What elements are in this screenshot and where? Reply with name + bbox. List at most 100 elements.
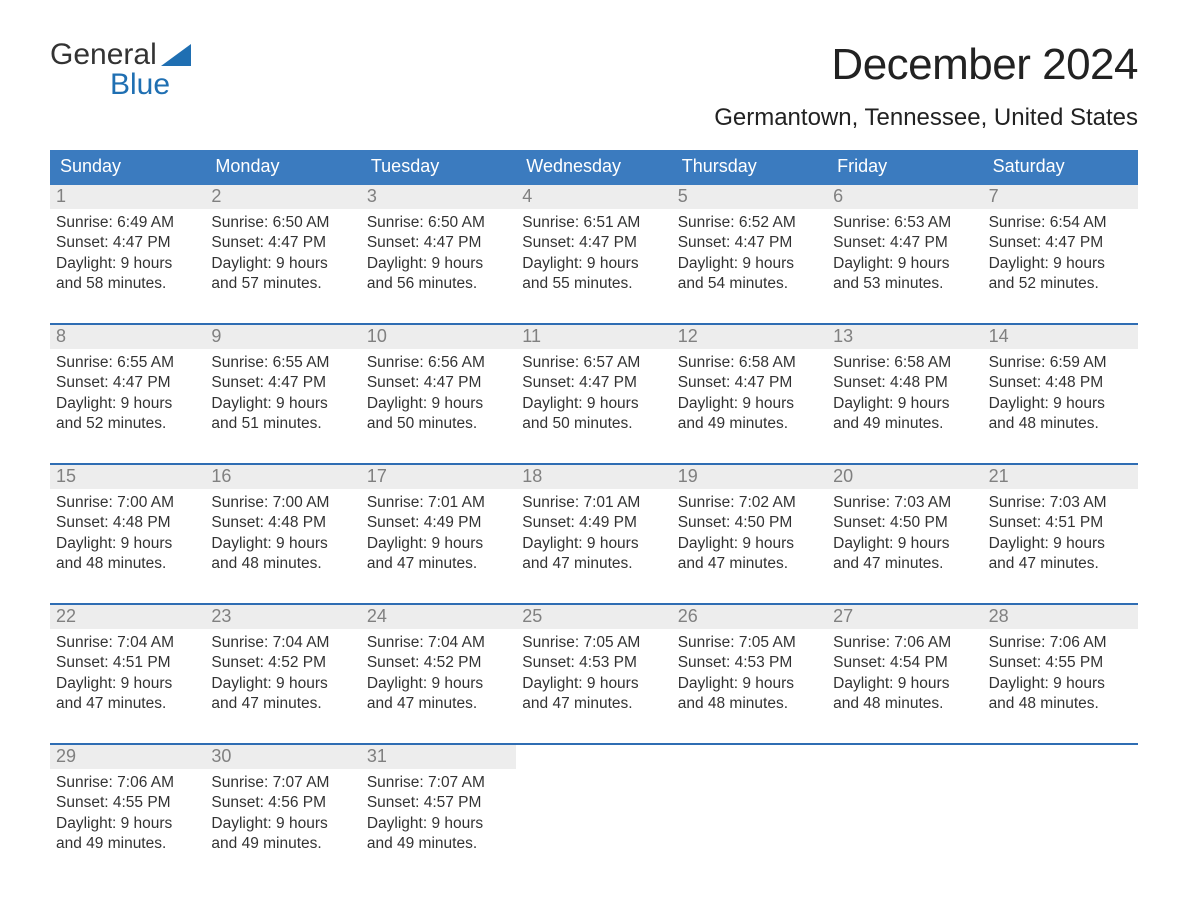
sunrise-text: Sunrise: 7:01 AM bbox=[522, 493, 665, 513]
sunrise-text: Sunrise: 6:50 AM bbox=[211, 213, 354, 233]
daylight-line1: Daylight: 9 hours bbox=[522, 674, 665, 694]
sunset-text: Sunset: 4:49 PM bbox=[522, 513, 665, 533]
day-details: Sunrise: 6:52 AMSunset: 4:47 PMDaylight:… bbox=[672, 209, 827, 301]
day-number: 28 bbox=[983, 605, 1138, 629]
day-number: 22 bbox=[50, 605, 205, 629]
day-number: 23 bbox=[205, 605, 360, 629]
sunrise-text: Sunrise: 6:53 AM bbox=[833, 213, 976, 233]
daylight-line1: Daylight: 9 hours bbox=[367, 254, 510, 274]
day-details: Sunrise: 7:05 AMSunset: 4:53 PMDaylight:… bbox=[516, 629, 671, 721]
sunset-text: Sunset: 4:49 PM bbox=[367, 513, 510, 533]
daylight-line2: and 50 minutes. bbox=[367, 414, 510, 434]
title-block: December 2024 Germantown, Tennessee, Uni… bbox=[714, 40, 1138, 132]
sunset-text: Sunset: 4:51 PM bbox=[989, 513, 1132, 533]
daylight-line1: Daylight: 9 hours bbox=[56, 254, 199, 274]
sunset-text: Sunset: 4:48 PM bbox=[833, 373, 976, 393]
sunrise-text: Sunrise: 7:07 AM bbox=[211, 773, 354, 793]
calendar-day: 23Sunrise: 7:04 AMSunset: 4:52 PMDayligh… bbox=[205, 605, 360, 725]
day-number: 11 bbox=[516, 325, 671, 349]
sunrise-text: Sunrise: 7:01 AM bbox=[367, 493, 510, 513]
calendar-day: 22Sunrise: 7:04 AMSunset: 4:51 PMDayligh… bbox=[50, 605, 205, 725]
day-number: 7 bbox=[983, 185, 1138, 209]
day-details: Sunrise: 7:04 AMSunset: 4:52 PMDaylight:… bbox=[361, 629, 516, 721]
daylight-line2: and 51 minutes. bbox=[211, 414, 354, 434]
day-number: 13 bbox=[827, 325, 982, 349]
sunrise-text: Sunrise: 7:04 AM bbox=[56, 633, 199, 653]
day-of-week-header: Sunday Monday Tuesday Wednesday Thursday… bbox=[50, 150, 1138, 185]
calendar-day: 11Sunrise: 6:57 AMSunset: 4:47 PMDayligh… bbox=[516, 325, 671, 445]
daylight-line2: and 57 minutes. bbox=[211, 274, 354, 294]
sunrise-text: Sunrise: 6:54 AM bbox=[989, 213, 1132, 233]
sunset-text: Sunset: 4:47 PM bbox=[522, 233, 665, 253]
calendar-day: 9Sunrise: 6:55 AMSunset: 4:47 PMDaylight… bbox=[205, 325, 360, 445]
day-number: 5 bbox=[672, 185, 827, 209]
daylight-line2: and 52 minutes. bbox=[56, 414, 199, 434]
calendar-day: 17Sunrise: 7:01 AMSunset: 4:49 PMDayligh… bbox=[361, 465, 516, 585]
flag-icon bbox=[161, 44, 191, 66]
day-details: Sunrise: 7:03 AMSunset: 4:51 PMDaylight:… bbox=[983, 489, 1138, 581]
top-bar: General Blue December 2024 Germantown, T… bbox=[50, 40, 1138, 132]
day-details: Sunrise: 7:02 AMSunset: 4:50 PMDaylight:… bbox=[672, 489, 827, 581]
sunrise-text: Sunrise: 6:55 AM bbox=[56, 353, 199, 373]
daylight-line1: Daylight: 9 hours bbox=[989, 674, 1132, 694]
daylight-line1: Daylight: 9 hours bbox=[833, 394, 976, 414]
calendar-week: 15Sunrise: 7:00 AMSunset: 4:48 PMDayligh… bbox=[50, 463, 1138, 585]
daylight-line1: Daylight: 9 hours bbox=[678, 534, 821, 554]
day-number: 19 bbox=[672, 465, 827, 489]
daylight-line1: Daylight: 9 hours bbox=[678, 674, 821, 694]
day-details: Sunrise: 6:55 AMSunset: 4:47 PMDaylight:… bbox=[50, 349, 205, 441]
daylight-line2: and 47 minutes. bbox=[367, 554, 510, 574]
daylight-line2: and 47 minutes. bbox=[367, 694, 510, 714]
day-number: 3 bbox=[361, 185, 516, 209]
day-details: Sunrise: 6:57 AMSunset: 4:47 PMDaylight:… bbox=[516, 349, 671, 441]
sunset-text: Sunset: 4:48 PM bbox=[989, 373, 1132, 393]
day-details: Sunrise: 7:06 AMSunset: 4:55 PMDaylight:… bbox=[50, 769, 205, 861]
sunset-text: Sunset: 4:47 PM bbox=[678, 233, 821, 253]
daylight-line2: and 48 minutes. bbox=[56, 554, 199, 574]
calendar-day: 5Sunrise: 6:52 AMSunset: 4:47 PMDaylight… bbox=[672, 185, 827, 305]
calendar-day: 31Sunrise: 7:07 AMSunset: 4:57 PMDayligh… bbox=[361, 745, 516, 865]
daylight-line2: and 56 minutes. bbox=[367, 274, 510, 294]
day-details: Sunrise: 6:58 AMSunset: 4:48 PMDaylight:… bbox=[827, 349, 982, 441]
daylight-line1: Daylight: 9 hours bbox=[367, 534, 510, 554]
day-details: Sunrise: 6:59 AMSunset: 4:48 PMDaylight:… bbox=[983, 349, 1138, 441]
calendar-day: 8Sunrise: 6:55 AMSunset: 4:47 PMDaylight… bbox=[50, 325, 205, 445]
sunrise-text: Sunrise: 7:06 AM bbox=[833, 633, 976, 653]
calendar-week: 22Sunrise: 7:04 AMSunset: 4:51 PMDayligh… bbox=[50, 603, 1138, 725]
dow-saturday: Saturday bbox=[983, 150, 1138, 185]
calendar-day: 18Sunrise: 7:01 AMSunset: 4:49 PMDayligh… bbox=[516, 465, 671, 585]
sunrise-text: Sunrise: 7:05 AM bbox=[522, 633, 665, 653]
sunset-text: Sunset: 4:47 PM bbox=[56, 373, 199, 393]
daylight-line1: Daylight: 9 hours bbox=[367, 394, 510, 414]
day-number: 8 bbox=[50, 325, 205, 349]
daylight-line2: and 47 minutes. bbox=[522, 694, 665, 714]
daylight-line1: Daylight: 9 hours bbox=[678, 254, 821, 274]
sunrise-text: Sunrise: 7:07 AM bbox=[367, 773, 510, 793]
calendar-day: 30Sunrise: 7:07 AMSunset: 4:56 PMDayligh… bbox=[205, 745, 360, 865]
sunset-text: Sunset: 4:53 PM bbox=[678, 653, 821, 673]
day-details: Sunrise: 7:06 AMSunset: 4:54 PMDaylight:… bbox=[827, 629, 982, 721]
daylight-line2: and 47 minutes. bbox=[833, 554, 976, 574]
calendar-day bbox=[516, 745, 671, 865]
sunrise-text: Sunrise: 7:02 AM bbox=[678, 493, 821, 513]
daylight-line2: and 48 minutes. bbox=[989, 694, 1132, 714]
calendar-day: 28Sunrise: 7:06 AMSunset: 4:55 PMDayligh… bbox=[983, 605, 1138, 725]
daylight-line2: and 58 minutes. bbox=[56, 274, 199, 294]
sunrise-text: Sunrise: 7:06 AM bbox=[56, 773, 199, 793]
daylight-line1: Daylight: 9 hours bbox=[211, 674, 354, 694]
day-details: Sunrise: 7:06 AMSunset: 4:55 PMDaylight:… bbox=[983, 629, 1138, 721]
sunrise-text: Sunrise: 6:58 AM bbox=[678, 353, 821, 373]
sunset-text: Sunset: 4:48 PM bbox=[56, 513, 199, 533]
sunset-text: Sunset: 4:48 PM bbox=[211, 513, 354, 533]
day-details: Sunrise: 6:56 AMSunset: 4:47 PMDaylight:… bbox=[361, 349, 516, 441]
sunset-text: Sunset: 4:52 PM bbox=[211, 653, 354, 673]
day-number: 25 bbox=[516, 605, 671, 629]
logo-text-line1: General bbox=[50, 40, 157, 70]
day-number: 24 bbox=[361, 605, 516, 629]
logo-text-line2: Blue bbox=[110, 68, 170, 101]
sunset-text: Sunset: 4:57 PM bbox=[367, 793, 510, 813]
calendar-day: 13Sunrise: 6:58 AMSunset: 4:48 PMDayligh… bbox=[827, 325, 982, 445]
daylight-line1: Daylight: 9 hours bbox=[833, 534, 976, 554]
sunset-text: Sunset: 4:47 PM bbox=[989, 233, 1132, 253]
sunset-text: Sunset: 4:47 PM bbox=[678, 373, 821, 393]
